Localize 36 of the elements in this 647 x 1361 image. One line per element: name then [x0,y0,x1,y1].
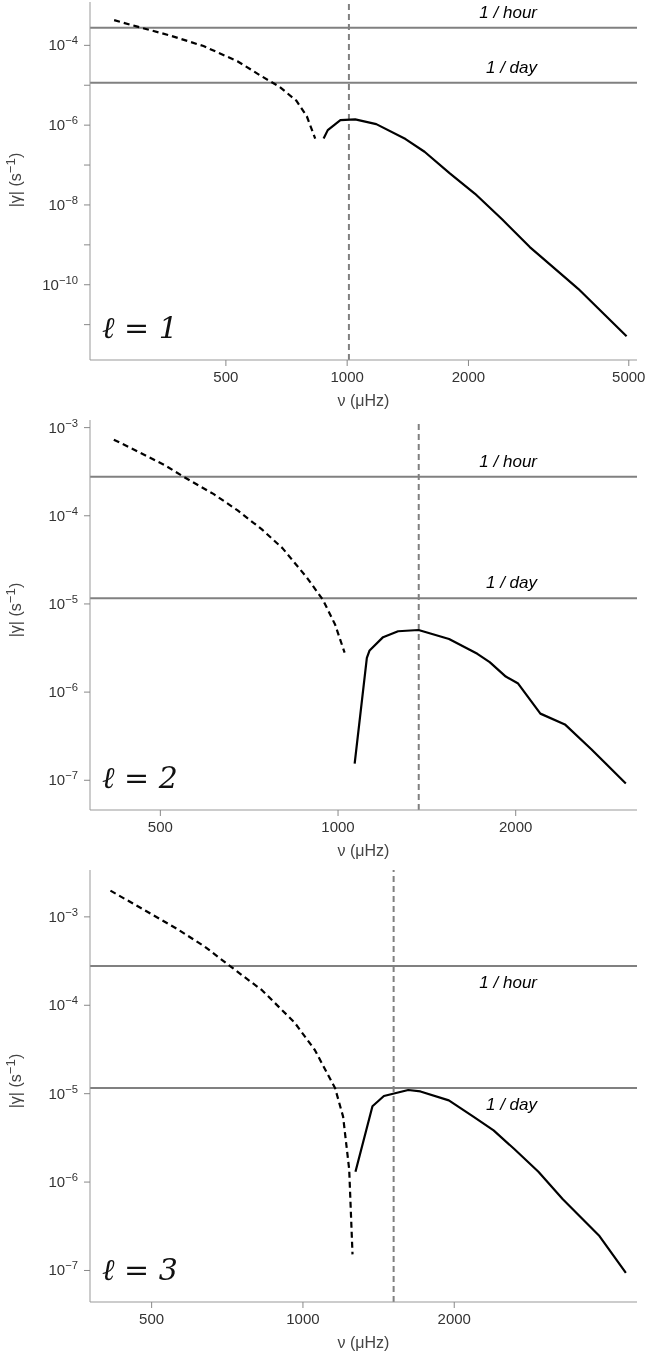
y-tick-label: 10$^{−7}$ [48,769,78,789]
y-tick-label: 10$^{−5}$ [48,1082,78,1102]
x-tick-label: 500 [213,368,239,385]
y-tick-label: 10$^{−3}$ [48,416,78,436]
y-tick-label: 10$^{−4}$ [48,34,78,54]
y-tick-label: 10$^{−6}$ [48,1171,78,1191]
x-axis-title: ν (μHz) [337,842,390,859]
y-tick-label: 10$^{−7}$ [48,1259,78,1279]
annotation: ℓ = 2 [102,760,178,795]
ref-line-label: 1 / day [485,57,539,77]
ref-line-label: 1 / day [485,1095,539,1115]
x-tick-label: 1000 [321,818,355,835]
ref-line-label: 1 / hour [479,973,539,993]
ref-line-label: 1 / hour [479,2,539,22]
y-tick-label: 10$^{−6}$ [48,681,78,701]
x-tick-label: 500 [139,1310,165,1327]
annotation: ℓ = 3 [102,1252,178,1287]
x-tick-label: 1000 [286,1310,320,1327]
y-tick-label: 10$^{−8}$ [48,193,78,213]
x-tick-label: 2000 [451,368,486,385]
y-tick-label: 10$^{−10}$ [42,273,78,293]
y-tick-label: 10$^{−5}$ [48,592,78,612]
x-axis-title: ν (μHz) [337,392,390,409]
y-tick-label: 10$^{−3}$ [48,905,78,925]
x-tick-label: 2000 [499,818,533,835]
x-tick-label: 2000 [437,1310,471,1327]
x-tick-label: 500 [147,818,173,835]
ref-line-label: 1 / hour [479,451,539,471]
x-tick-label: 1000 [330,368,364,385]
annotation: ℓ = 1 [102,310,178,345]
ref-line-label: 1 / day [485,573,539,593]
y-tick-label: 10$^{−6}$ [48,114,78,134]
y-tick-label: 10$^{−4}$ [48,994,78,1014]
y-tick-label: 10$^{−4}$ [48,504,78,524]
x-axis-title: ν (μHz) [337,1334,390,1351]
x-tick-label: 5000 [612,368,646,385]
